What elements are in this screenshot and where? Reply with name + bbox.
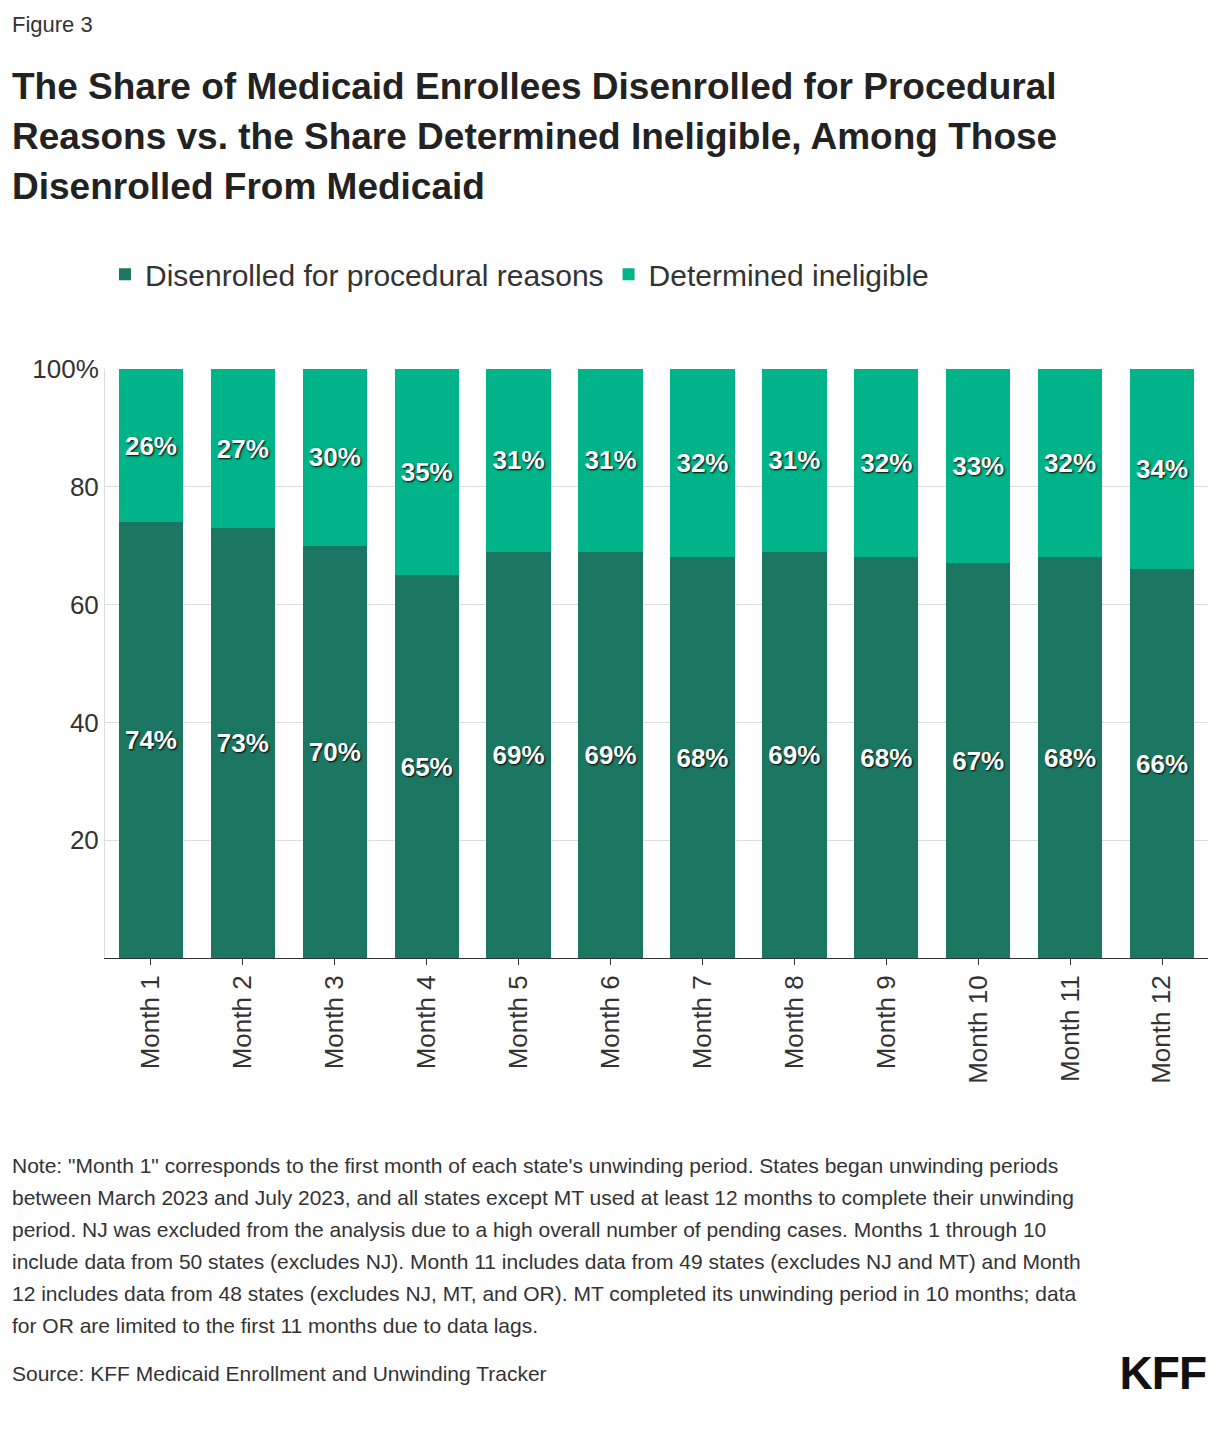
svg-text:31%: 31% [585,445,637,475]
svg-text:60: 60 [70,590,99,620]
svg-text:68%: 68% [860,743,912,773]
svg-text:Month 7: Month 7 [687,975,717,1069]
svg-text:Month 8: Month 8 [779,975,809,1069]
svg-text:33%: 33% [952,451,1004,481]
html-text:Note: "Month 1" corresponds to: Note: "Month 1" corresponds to the first… [12,1154,1081,1337]
html-text:KFF: KFF [1119,1347,1206,1399]
svg-text:74%: 74% [125,725,177,755]
svg-text:69%: 69% [493,740,545,770]
svg-text:69%: 69% [585,740,637,770]
svg-text:20: 20 [70,825,99,855]
svg-text:80: 80 [70,472,99,502]
svg-text:Month 11: Month 11 [1055,975,1085,1081]
svg-text:65%: 65% [401,752,453,782]
svg-text:100%: 100% [32,354,99,384]
html-text:Source: KFF Medicaid Enrollmen: Source: KFF Medicaid Enrollment and Unwi… [12,1362,547,1385]
svg-text:30%: 30% [309,442,361,472]
svg-text:32%: 32% [676,448,728,478]
svg-text:66%: 66% [1136,749,1188,779]
svg-text:31%: 31% [768,445,820,475]
svg-text:32%: 32% [860,448,912,478]
svg-text:27%: 27% [217,434,269,464]
svg-text:Month 12: Month 12 [1146,975,1176,1083]
svg-text:Month 3: Month 3 [319,975,349,1069]
svg-text:Month 2: Month 2 [227,975,257,1069]
html-text:The Share of Medicaid Enrollee: The Share of Medicaid Enrollees Disenrol… [12,66,1058,207]
svg-text:40: 40 [70,708,99,738]
svg-text:Month 1: Month 1 [135,975,165,1069]
svg-text:Month 6: Month 6 [595,975,625,1069]
svg-text:Month 9: Month 9 [871,975,901,1069]
html-text:Figure 3: Figure 3 [12,12,93,37]
svg-text:Month 5: Month 5 [503,975,533,1069]
svg-text:70%: 70% [309,737,361,767]
svg-text:Month 10: Month 10 [963,975,993,1083]
svg-text:68%: 68% [1044,743,1096,773]
svg-text:35%: 35% [401,457,453,487]
svg-text:Determined ineligible: Determined ineligible [649,259,929,292]
svg-text:31%: 31% [493,445,545,475]
svg-text:Month 4: Month 4 [411,975,441,1069]
svg-text:67%: 67% [952,746,1004,776]
svg-text:73%: 73% [217,728,269,758]
svg-text:Disenrolled for procedural rea: Disenrolled for procedural reasons [145,259,604,292]
svg-text:69%: 69% [768,740,820,770]
svg-text:26%: 26% [125,431,177,461]
svg-text:68%: 68% [676,743,728,773]
svg-text:32%: 32% [1044,448,1096,478]
svg-text:34%: 34% [1136,454,1188,484]
